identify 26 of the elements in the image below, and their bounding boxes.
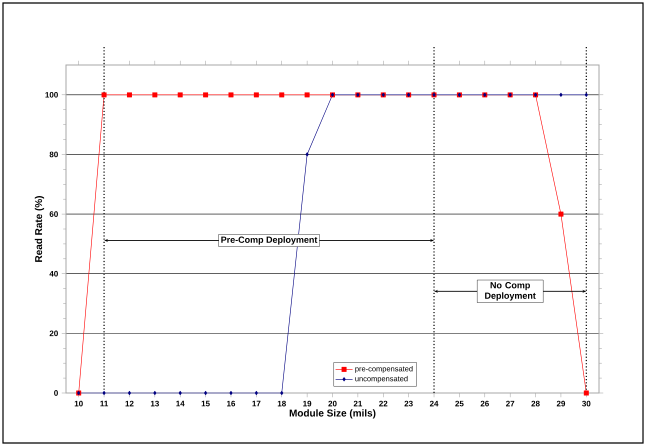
point bbox=[128, 390, 132, 396]
annotation: Pre-Comp Deployment bbox=[221, 236, 318, 245]
point bbox=[558, 212, 564, 217]
point bbox=[584, 390, 589, 396]
point bbox=[254, 390, 258, 396]
y-axis-title: Read Rate (%) bbox=[34, 196, 44, 262]
point bbox=[102, 92, 107, 98]
annotation: No Comp Deployment bbox=[485, 282, 536, 301]
point bbox=[204, 390, 208, 396]
point bbox=[229, 390, 233, 396]
point bbox=[152, 92, 158, 98]
point bbox=[228, 92, 234, 98]
point bbox=[102, 390, 106, 396]
point bbox=[178, 92, 183, 98]
x-axis-title: Module Size (mils) bbox=[290, 409, 376, 419]
point bbox=[126, 92, 132, 98]
point bbox=[305, 152, 309, 157]
point bbox=[203, 92, 208, 98]
point bbox=[279, 92, 284, 98]
point bbox=[153, 390, 156, 396]
point bbox=[178, 390, 182, 396]
point bbox=[559, 92, 563, 97]
point bbox=[304, 92, 310, 98]
point bbox=[254, 92, 259, 98]
point bbox=[584, 92, 588, 97]
point bbox=[280, 390, 284, 396]
